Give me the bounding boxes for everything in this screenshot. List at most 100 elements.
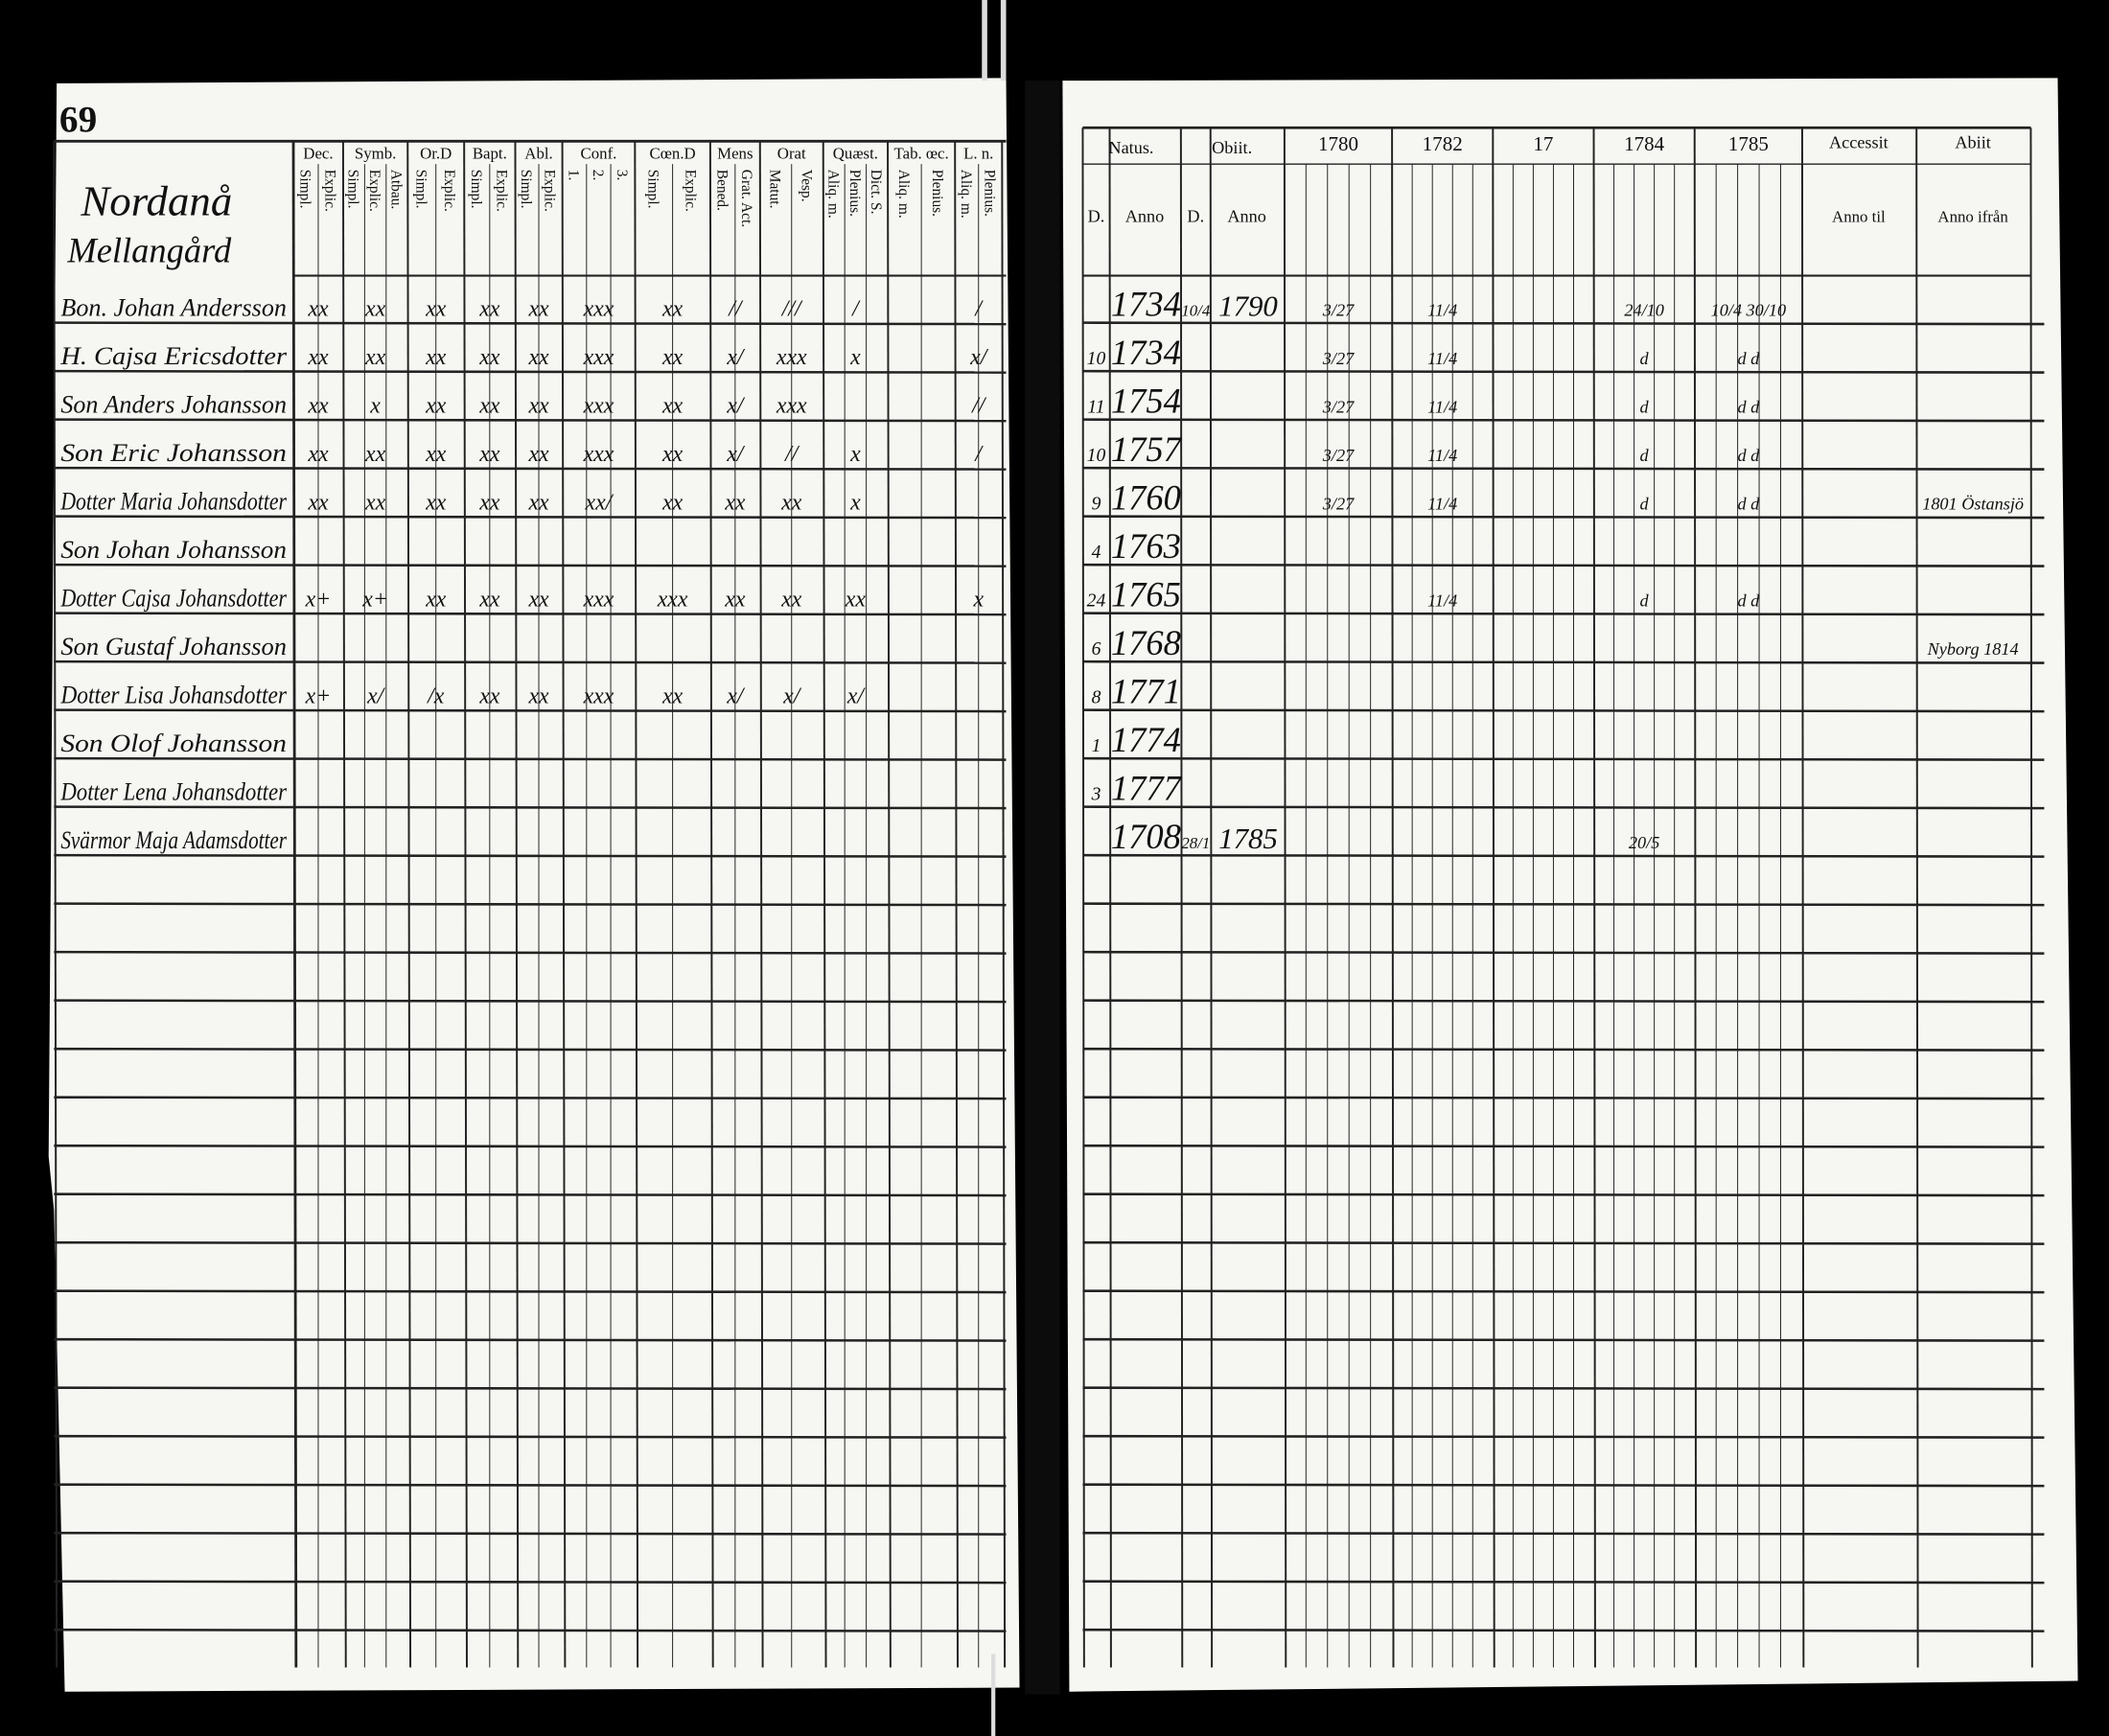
birth-year: 1765 (1111, 576, 1181, 614)
catechism-mark: x/ (366, 684, 386, 709)
catechism-mark: // (727, 297, 744, 322)
person-name: Dotter Lisa Johansdotter (59, 681, 287, 709)
birth-year: 1768 (1111, 624, 1181, 662)
catechism-mark: xx (661, 297, 684, 322)
catechism-mark: x/ (726, 684, 746, 709)
communion-mark: 24/10 (1624, 301, 1664, 320)
catechism-mark: xxx (776, 345, 807, 370)
column-subheader: Grat. Act. (738, 170, 754, 227)
column-header: Anno til (1832, 207, 1886, 225)
rule-line (1082, 515, 2045, 520)
death-year: 1790 (1218, 290, 1278, 323)
column-subheader: Simpl. (345, 170, 361, 209)
rule-line (54, 612, 1007, 616)
catechism-mark: xxx (657, 588, 688, 613)
column-header: 1785 (1728, 132, 1769, 155)
rule-line (54, 660, 1007, 664)
communion-mark: d d (1737, 349, 1760, 368)
catechism-mark: xxx (583, 297, 614, 322)
communion-mark: d (1640, 495, 1650, 514)
birth-day: 6 (1092, 639, 1101, 660)
communion-mark: 20/5 (1629, 833, 1659, 852)
left-page (48, 78, 1020, 1692)
communion-mark: 3/27 (1322, 349, 1355, 368)
column-header: Accessit (1829, 132, 1889, 151)
rule-line (1592, 127, 1596, 1668)
catechism-mark: x/ (969, 345, 989, 370)
catechism-mark: x/ (726, 442, 746, 467)
column-header: D. (1088, 206, 1105, 225)
rule-line (54, 1434, 1007, 1439)
catechism-mark: x (849, 345, 861, 370)
catechism-mark: xx (527, 297, 549, 322)
rule-line (1179, 127, 1184, 1668)
rule-line (1082, 418, 2045, 423)
birth-day: 1 (1092, 736, 1101, 756)
rule-line (1082, 756, 2045, 761)
rule-line (54, 369, 1007, 374)
column-subheader: Aliq. m. (824, 170, 841, 219)
column-subheader: Aliq. m. (895, 170, 912, 219)
rule-line (54, 902, 1007, 907)
rule-line (54, 563, 1007, 567)
rule-line (54, 1289, 1007, 1294)
communion-mark: 11/4 (1427, 495, 1457, 514)
right-page (1062, 78, 2078, 1692)
catechism-mark: x (369, 394, 381, 419)
rule-line (1283, 127, 1287, 1668)
person-name: Son Eric Johansson (60, 438, 287, 467)
rule-line (1082, 999, 2045, 1004)
column-subheader: Simpl. (518, 170, 534, 209)
person-name: Son Olof Johansson (60, 729, 287, 757)
communion-mark: d (1640, 349, 1650, 368)
catechism-mark: /x (426, 684, 445, 709)
catechism-mark: xx/ (585, 491, 614, 516)
rule-line (1800, 127, 1805, 1668)
catechism-mark: xx (425, 588, 447, 613)
rule-line (1082, 805, 2045, 810)
binding-thread (1000, 0, 1007, 81)
birth-year: 1754 (1111, 382, 1181, 421)
column-subheader: Plenius. (981, 170, 997, 217)
column-subheader: Aliq. m. (958, 170, 974, 219)
catechism-mark: xx (425, 394, 447, 419)
catechism-mark: xx (364, 345, 386, 370)
catechism-mark: xx (527, 588, 549, 613)
catechism-mark: xxx (583, 345, 614, 370)
rule-line (1082, 1580, 2045, 1585)
catechism-mark: xx (661, 442, 684, 467)
birth-day: 3 (1091, 785, 1101, 805)
column-header: Anno ifrån (1937, 207, 2008, 225)
rule-line (54, 1337, 1007, 1342)
column-header: Abl. (524, 145, 552, 163)
catechism-mark: / (973, 442, 984, 467)
moved-note: Nyborg 1814 (1927, 639, 2019, 659)
column-subheader: Explic. (321, 170, 337, 212)
catechism-mark: xx (527, 394, 549, 419)
rule-line (54, 418, 1007, 423)
rule-line (1082, 1192, 2045, 1197)
catechism-mark: xx (307, 491, 329, 516)
column-header: Anno (1227, 206, 1266, 225)
catechism-mark: xx (661, 345, 684, 370)
column-subheader: Bened. (713, 170, 730, 211)
rule-line (54, 805, 1007, 810)
rule-line (54, 1240, 1007, 1245)
column-header: 17 (1533, 132, 1553, 155)
communion-mark: 3/27 (1322, 495, 1355, 514)
birth-year: 1757 (1111, 430, 1183, 469)
column-subheader: 3. (614, 170, 630, 181)
catechism-mark: xx (478, 297, 500, 322)
page-number: 69 (59, 99, 97, 140)
rule-line (1081, 127, 1085, 1668)
communion-mark: d (1640, 398, 1650, 417)
column-header: Quæst. (833, 145, 878, 163)
catechism-mark: xx (478, 684, 500, 709)
communion-mark: 11/4 (1427, 398, 1457, 417)
column-subheader: 2. (590, 170, 606, 181)
catechism-mark: xxx (776, 394, 807, 419)
rule-line (1082, 321, 2045, 326)
rule-line (54, 1580, 1007, 1585)
catechism-mark: xx (780, 588, 802, 613)
column-subheader: 1. (566, 170, 582, 181)
